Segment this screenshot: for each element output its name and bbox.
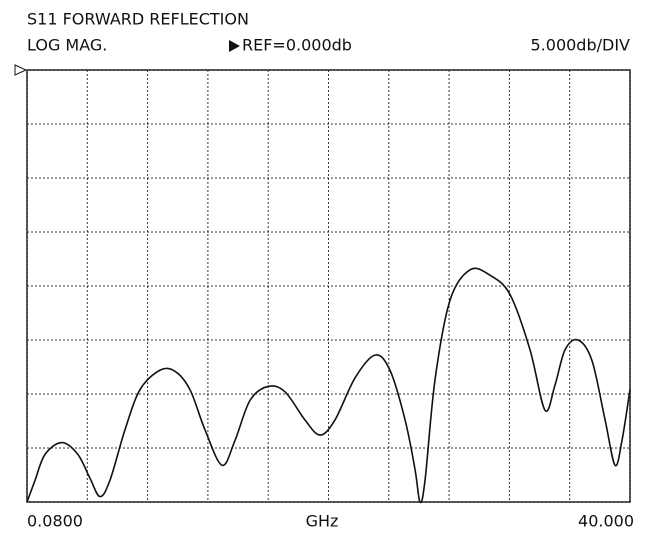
- ref-marker-icon: [229, 40, 240, 52]
- format-label: LOG MAG.: [27, 36, 107, 55]
- reference-pointer: [14, 64, 28, 76]
- x-tick-label: 0.0800: [27, 512, 83, 531]
- reference-label: REF=0.000db: [242, 36, 352, 55]
- trace-line: [26, 267, 631, 504]
- x-tick-label: 40.000: [578, 512, 634, 531]
- scale-label: 5.000db/DIV: [531, 36, 631, 55]
- x-axis-label: GHz: [306, 512, 339, 531]
- chart-title: S11 FORWARD REFLECTION: [27, 10, 249, 29]
